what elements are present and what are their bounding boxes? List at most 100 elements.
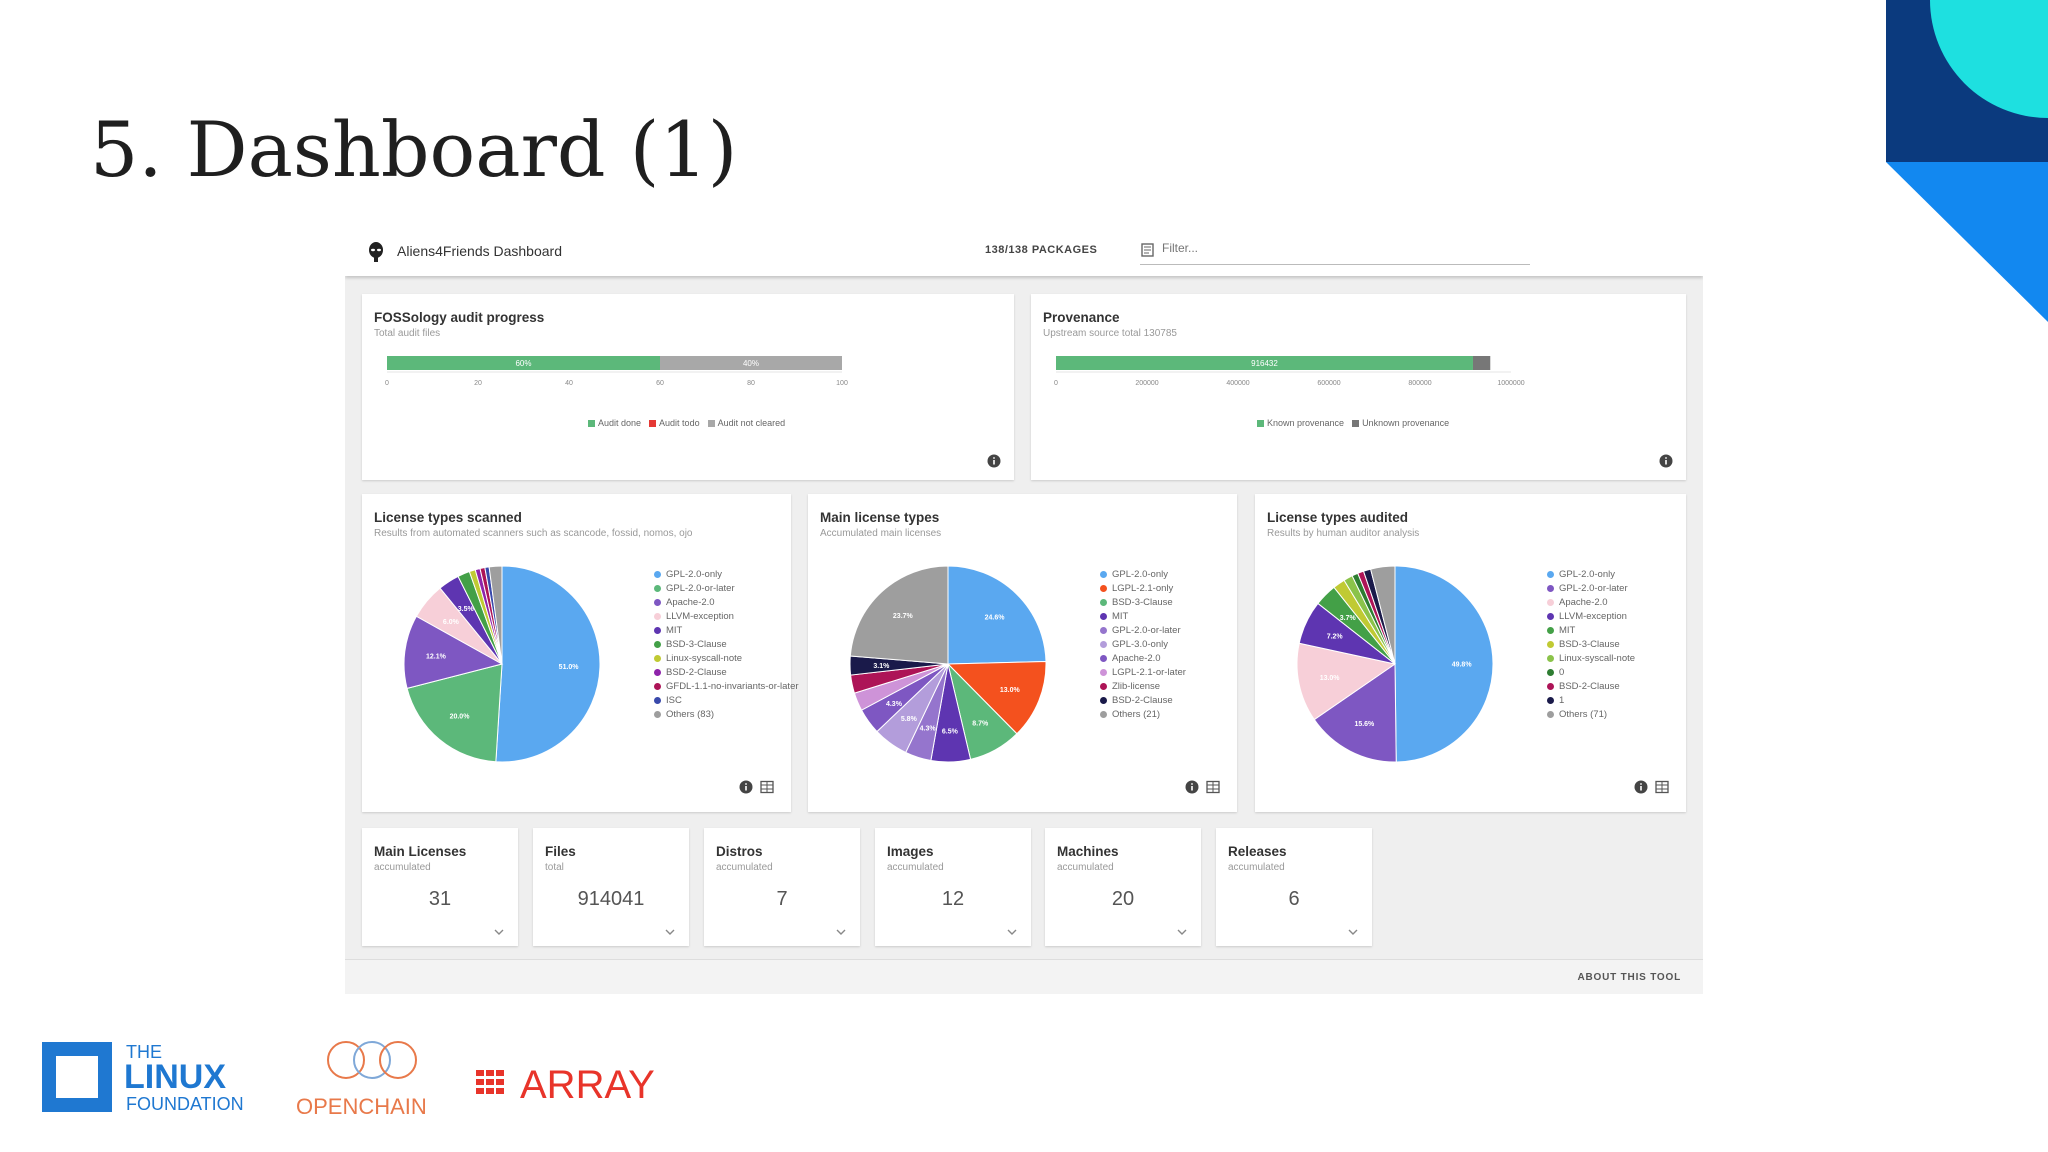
legend-item[interactable]: GFDL-1.1-no-invariants-or-later: [654, 680, 799, 694]
alien-icon: [369, 242, 383, 262]
stat-title: Machines: [1057, 844, 1119, 859]
legend-item[interactable]: MIT: [654, 624, 799, 638]
legend-swatch: [654, 584, 661, 592]
legend-item[interactable]: Others (83): [654, 708, 799, 722]
about-link[interactable]: ABOUT THIS TOOL: [1577, 972, 1681, 983]
bar-segment-0[interactable]: [1056, 356, 1473, 370]
pie-slice-0[interactable]: [947, 565, 1047, 665]
info-icon[interactable]: [1634, 780, 1648, 794]
legend-item[interactable]: BSD-2-Clause: [654, 666, 799, 680]
pie-slice-2[interactable]: [403, 615, 504, 689]
legend-item[interactable]: BSD-2-Clause: [1547, 680, 1635, 694]
tick-label: 1000000: [1497, 380, 1524, 387]
bar-segment-1[interactable]: [1472, 356, 1491, 370]
audited-pie-chart: 49.8% 15.6% 13.0% 7.2% 3.7%: [1296, 565, 1494, 763]
table-icon[interactable]: [1655, 780, 1669, 794]
legend-item[interactable]: BSD-3-Clause: [1547, 638, 1635, 652]
linux-foundation-logo: THE LINUX FOUNDATION: [42, 1042, 244, 1114]
legend-label: GPL-2.0-only: [666, 569, 722, 580]
legend-item[interactable]: LLVM-exception: [654, 610, 799, 624]
lf-linux-text: LINUX: [124, 1058, 226, 1096]
chevron-down-icon[interactable]: [1348, 928, 1358, 936]
legend-label: BSD-3-Clause: [1559, 639, 1620, 650]
legend-item[interactable]: BSD-3-Clause: [654, 638, 799, 652]
legend-item[interactable]: LLVM-exception: [1547, 610, 1635, 624]
legend-item[interactable]: 0: [1547, 666, 1635, 680]
bar-segment-0[interactable]: [387, 356, 660, 370]
table-icon[interactable]: [760, 780, 774, 794]
chevron-down-icon[interactable]: [836, 928, 846, 936]
pie-data-label: 23.7%: [893, 613, 914, 620]
openchain-logo: OPENCHAIN: [296, 1041, 427, 1119]
legend-swatch: [1352, 420, 1360, 428]
pie-data-label: 24.6%: [985, 614, 1006, 621]
stat-title: Releases: [1228, 844, 1287, 859]
stat-subtitle: accumulated: [1228, 862, 1285, 873]
pie-slice-2[interactable]: [1296, 642, 1397, 721]
legend-item[interactable]: BSD-3-Clause: [1100, 596, 1186, 610]
pie-data-label: 6.0%: [443, 619, 460, 626]
pie-slice-1[interactable]: [406, 663, 503, 763]
legend-swatch: [1547, 570, 1554, 578]
legend-label: Audit done: [598, 418, 642, 428]
pie-slice-0[interactable]: [1394, 565, 1494, 763]
legend-item[interactable]: Linux-syscall-note: [1547, 652, 1635, 666]
legend-item[interactable]: MIT: [1100, 610, 1186, 624]
tick-label: 20: [474, 380, 482, 387]
legend-label: BSD-3-Clause: [1112, 597, 1173, 608]
filter-input[interactable]: [1160, 240, 1524, 256]
chevron-down-icon[interactable]: [1007, 928, 1017, 936]
legend-item[interactable]: GPL-2.0-or-later: [1100, 624, 1186, 638]
openchain-text: OPENCHAIN: [296, 1094, 427, 1119]
legend-label: BSD-2-Clause: [666, 667, 727, 678]
bar-segment-2[interactable]: [660, 356, 842, 370]
legend-item[interactable]: Linux-syscall-note: [654, 652, 799, 666]
legend-item[interactable]: LGPL-2.1-only: [1100, 582, 1186, 596]
legend-label: GPL-2.0-only: [1559, 569, 1615, 580]
stat-title: Images: [887, 844, 934, 859]
legend-item[interactable]: GPL-2.0-or-later: [1547, 582, 1635, 596]
legend-item[interactable]: BSD-2-Clause: [1100, 694, 1186, 708]
chevron-down-icon[interactable]: [494, 928, 504, 936]
info-icon[interactable]: [739, 780, 753, 794]
legend-label: Audit todo: [659, 418, 700, 428]
legend-swatch: [1547, 696, 1554, 704]
table-icon[interactable]: [1206, 780, 1220, 794]
legend-item[interactable]: GPL-2.0-or-later: [654, 582, 799, 596]
slide-title: 5. Dashboard (1): [90, 105, 738, 194]
legend-item[interactable]: 1: [1547, 694, 1635, 708]
legend-item[interactable]: Apache-2.0: [1547, 596, 1635, 610]
license-types-scanned-card: License types scanned Results from autom…: [362, 494, 799, 812]
info-icon[interactable]: [987, 454, 1001, 468]
pie-data-label: 3.5%: [458, 606, 475, 613]
legend-item[interactable]: Apache-2.0: [1100, 652, 1186, 666]
pie-slice-0[interactable]: [495, 565, 601, 763]
provenance-chart: 916432 0 200000 400000 600000 800000 1000000: [1054, 356, 1525, 387]
legend-item[interactable]: Others (21): [1100, 708, 1186, 722]
legend-item[interactable]: GPL-2.0-only: [654, 568, 799, 582]
legend-item[interactable]: Others (71): [1547, 708, 1635, 722]
tick-label: 60: [656, 380, 664, 387]
legend-item[interactable]: Zlib-license: [1100, 680, 1186, 694]
pie-slice-10[interactable]: [488, 565, 503, 665]
legend-item[interactable]: GPL-3.0-only: [1100, 638, 1186, 652]
legend-item[interactable]: LGPL-2.1-or-later: [1100, 666, 1186, 680]
tick-label: 80: [747, 380, 755, 387]
chevron-down-icon[interactable]: [1177, 928, 1187, 936]
legend-item[interactable]: Apache-2.0: [654, 596, 799, 610]
pie-slice-10[interactable]: [849, 565, 949, 665]
legend-item[interactable]: GPL-2.0-only: [1100, 568, 1186, 582]
info-icon[interactable]: [1185, 780, 1199, 794]
legend-item[interactable]: MIT: [1547, 624, 1635, 638]
legend-label: GPL-2.0-or-later: [1559, 583, 1628, 594]
chevron-down-icon[interactable]: [665, 928, 675, 936]
pie-slice-10[interactable]: [1370, 565, 1396, 665]
pie-data-label: 51.0%: [559, 664, 580, 671]
legend-item[interactable]: ISC: [654, 694, 799, 708]
pie-slice-1[interactable]: [1313, 663, 1397, 763]
legend-item[interactable]: GPL-2.0-only: [1547, 568, 1635, 582]
info-icon[interactable]: [1659, 454, 1673, 468]
legend-label: GPL-2.0-or-later: [666, 583, 735, 594]
pie-slice-1[interactable]: [946, 661, 1047, 735]
legend-label: LLVM-exception: [1559, 611, 1627, 622]
